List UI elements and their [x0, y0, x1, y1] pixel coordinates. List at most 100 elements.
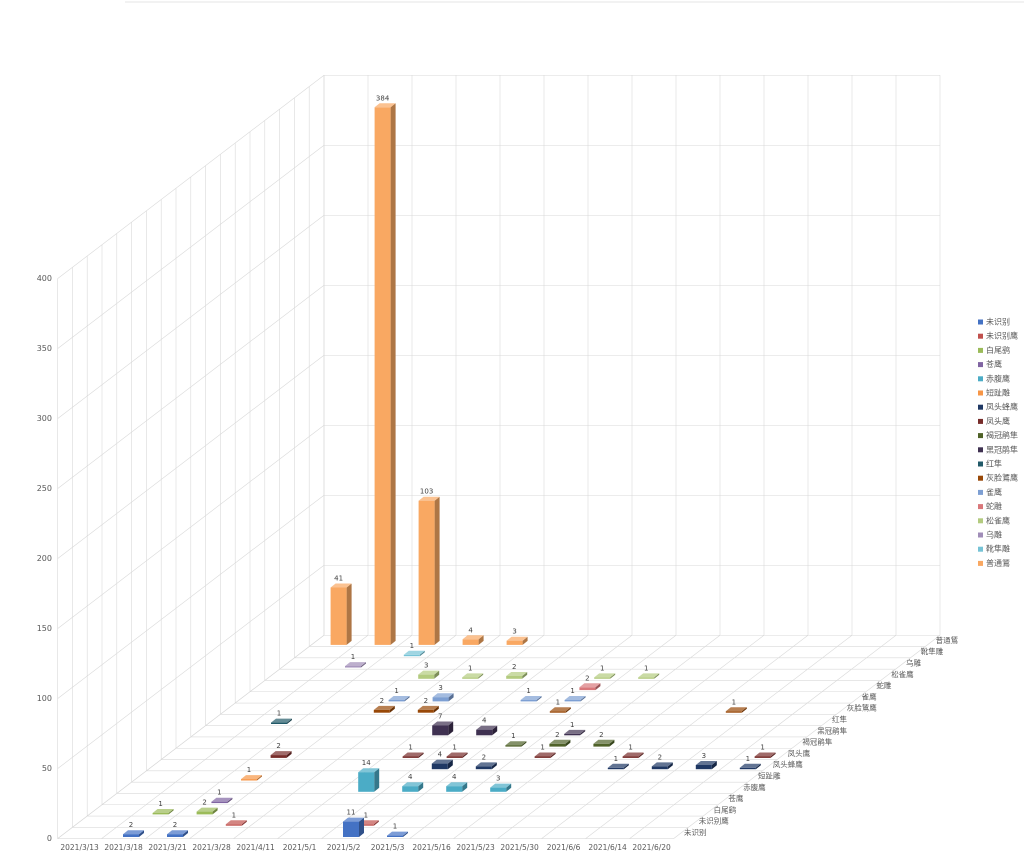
value-label: 1 — [408, 744, 412, 752]
value-label: 2 — [555, 731, 559, 739]
value-label: 1 — [746, 755, 750, 763]
bar-side — [433, 705, 439, 713]
bar-side — [565, 707, 571, 713]
legend-label: 苍鹰 — [986, 359, 1002, 369]
legend-label: 赤腹鹰 — [986, 373, 1010, 383]
bar-top — [432, 693, 454, 698]
value-label: 14 — [362, 759, 371, 767]
legend-swatch — [978, 333, 983, 339]
series-axis-label: 赤腹鹰 — [743, 782, 766, 792]
series-axis-label: 短趾雕 — [758, 771, 781, 781]
bar — [123, 834, 139, 837]
bar-top — [270, 751, 292, 756]
bar — [211, 801, 228, 804]
value-label: 1 — [394, 687, 398, 695]
bar-top — [579, 683, 601, 688]
bar — [462, 639, 479, 645]
bar-side — [434, 496, 440, 645]
bar-top — [622, 752, 644, 757]
bar — [431, 763, 448, 770]
bar — [462, 677, 479, 679]
bar — [579, 687, 596, 691]
value-label: 1 — [217, 789, 221, 797]
bar-side — [287, 718, 292, 724]
bar-top — [476, 725, 498, 730]
bar — [651, 766, 668, 770]
legend-swatch — [978, 390, 983, 396]
bar-side — [462, 782, 468, 792]
bar-side — [448, 693, 454, 702]
bar-side — [565, 739, 571, 747]
bar — [432, 697, 449, 702]
bar — [754, 756, 771, 758]
bar — [196, 811, 213, 815]
bar-side — [623, 763, 629, 770]
legend-swatch — [978, 347, 983, 353]
value-label: 4 — [482, 717, 487, 725]
value-label: 2 — [658, 753, 662, 761]
bar — [402, 786, 419, 792]
bar-top — [520, 696, 542, 700]
grid-line — [57, 635, 325, 839]
legend-swatch — [978, 404, 983, 410]
value-label: 2 — [202, 799, 206, 807]
legend-label: 凤头鹰 — [986, 416, 1010, 426]
legend-swatch — [978, 475, 983, 481]
value-label: 3 — [702, 752, 706, 760]
bar-top — [594, 673, 616, 678]
series-axis-label: 凤头鹰 — [788, 748, 811, 758]
bar-top — [462, 673, 484, 678]
bar — [476, 729, 493, 736]
value-label: 1 — [732, 698, 736, 706]
bar-side — [741, 707, 747, 713]
bar — [549, 743, 566, 747]
value-label: 11 — [347, 809, 356, 817]
bar — [388, 700, 405, 702]
bar-top — [225, 820, 247, 825]
y-tick-label: 50 — [42, 764, 52, 773]
grid-line — [57, 425, 325, 629]
value-label: 1 — [364, 811, 368, 819]
bar-top — [387, 831, 408, 836]
series-axis-label: 未识别 — [684, 827, 707, 837]
bar-top — [564, 729, 586, 734]
bar-top — [549, 707, 571, 712]
legend-label: 普通鵟 — [986, 558, 1010, 568]
bar-side — [374, 768, 380, 792]
bar-top — [490, 783, 512, 788]
y-tick-label: 0 — [47, 834, 52, 843]
value-label: 2 — [380, 697, 384, 705]
value-label: 1 — [277, 710, 281, 718]
y-tick-label: 100 — [37, 694, 52, 703]
bar — [343, 821, 359, 837]
x-tick-label: 2021/3/13 — [60, 843, 99, 852]
legend-label: 凤头蜂鹰 — [986, 402, 1018, 412]
bar-side — [346, 583, 352, 645]
bar-top — [651, 762, 673, 767]
bar-side — [434, 670, 440, 679]
bar — [358, 772, 375, 792]
bar — [373, 709, 390, 713]
bar-top — [388, 696, 410, 700]
x-tick-label: 2021/3/18 — [104, 843, 143, 852]
series-axis-label: 红隼 — [832, 714, 847, 724]
bar-top — [593, 739, 615, 744]
x-tick-label: 2021/5/2 — [327, 843, 361, 852]
bar — [345, 666, 361, 668]
bar-side — [667, 762, 673, 770]
grid-line — [57, 145, 325, 349]
bar-side — [521, 741, 527, 747]
y-tick-label: 200 — [37, 554, 52, 563]
series-axis-label: 灰脸鵟鹰 — [847, 703, 877, 713]
value-label: 1 — [468, 664, 472, 672]
legend-swatch — [978, 433, 983, 439]
bar — [330, 587, 347, 645]
bar — [739, 767, 756, 770]
bar-side — [403, 831, 408, 837]
bar-top — [152, 809, 174, 813]
bar-top — [725, 707, 747, 712]
bar-top — [374, 103, 396, 108]
bar-side — [638, 752, 644, 758]
bar-top — [534, 752, 556, 757]
